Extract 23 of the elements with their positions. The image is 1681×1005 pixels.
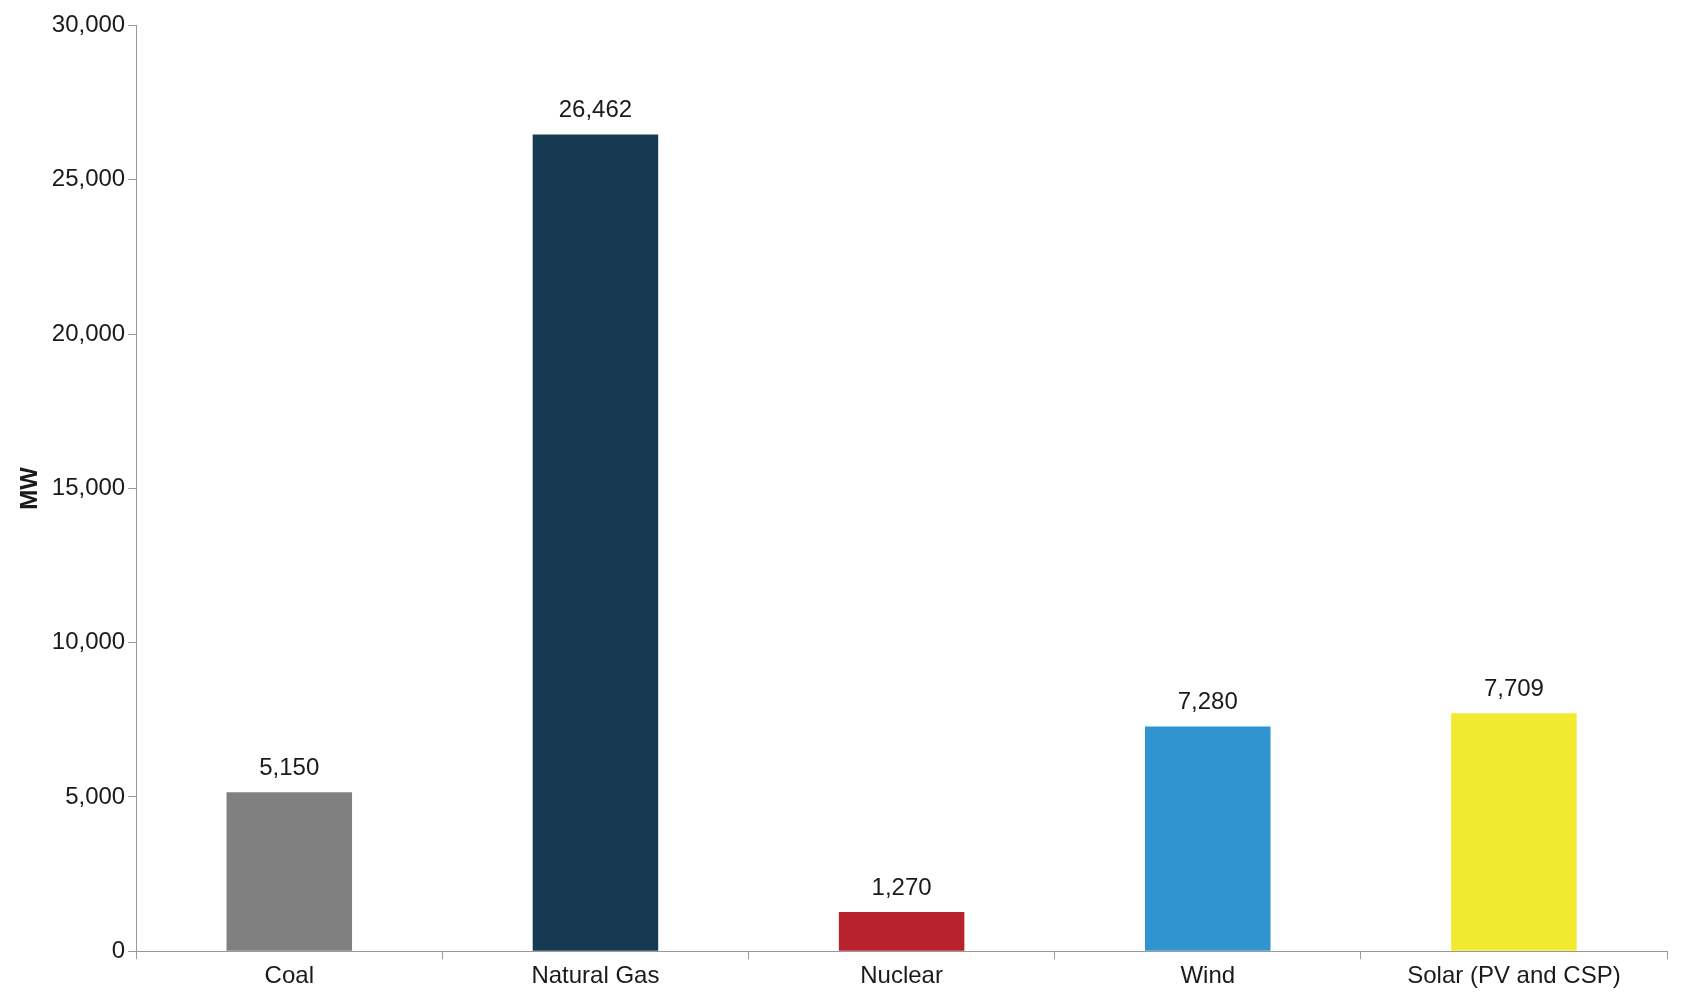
y-tick-label: 30,000	[51, 10, 126, 38]
y-tick-label: 15,000	[51, 472, 126, 500]
data-label: 5,150	[259, 752, 320, 780]
data-label: 7,709	[1483, 673, 1544, 701]
bar	[838, 912, 965, 951]
bar	[532, 134, 659, 951]
y-tick-label: 5,000	[65, 781, 126, 809]
data-label: 7,280	[1177, 687, 1238, 715]
x-tick-label: Solar (PV and CSP)	[1407, 961, 1621, 989]
data-label: 26,462	[558, 95, 633, 123]
y-axis-title: MW	[15, 466, 43, 510]
y-tick-label: 25,000	[51, 164, 126, 192]
y-tick-label: 10,000	[51, 627, 126, 655]
bar	[226, 792, 353, 951]
bar	[1451, 713, 1577, 951]
x-tick-label: Nuclear	[860, 961, 943, 989]
x-tick-label: Wind	[1180, 961, 1236, 989]
y-tick-label: 20,000	[51, 318, 126, 346]
x-tick-label: Coal	[264, 961, 314, 989]
data-label: 1,270	[871, 872, 932, 900]
y-tick-label: 0	[111, 935, 126, 963]
x-tick-label: Natural Gas	[531, 961, 660, 989]
bar	[1145, 726, 1271, 951]
